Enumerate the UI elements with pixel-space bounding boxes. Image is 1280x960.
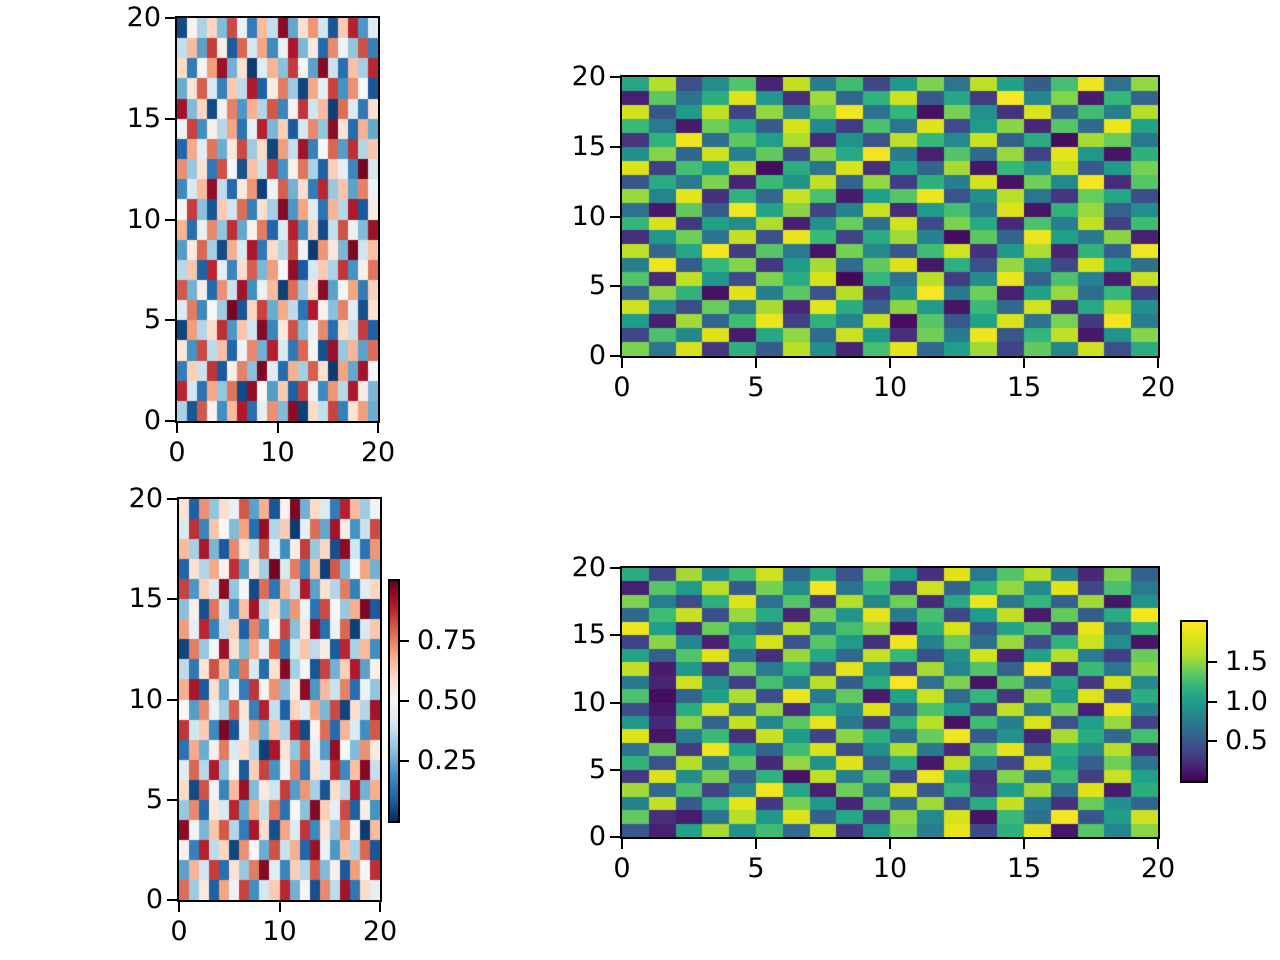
colorbar-gradient-bottom-right — [1182, 622, 1206, 781]
x-tick-mark — [276, 423, 279, 433]
x-tick-mark — [278, 902, 281, 912]
colorbar-tick-label: 1.0 — [1225, 685, 1268, 717]
colorbar-tick-mark — [400, 760, 409, 762]
y-tick-label: 5 — [588, 270, 606, 302]
colorbar-tick-mark — [400, 640, 409, 642]
y-tick-mark — [167, 598, 177, 601]
y-tick-label: 15 — [126, 102, 161, 134]
colorbar-bottom-left: 0.25 0.50 0.75 — [388, 579, 477, 823]
axes-top-left-heatmap: 0 10 20 0 5 10 15 20 — [127, 2, 396, 468]
y-tick-mark — [165, 218, 175, 221]
x-tick-label: 15 — [1006, 372, 1042, 403]
y-tick-mark — [610, 701, 620, 704]
x-tick-mark — [1157, 839, 1159, 849]
heatmap-top-right — [622, 77, 1158, 356]
y-tick-label: 10 — [126, 203, 161, 235]
x-tick-label: 5 — [747, 372, 765, 403]
x-tick-label: 10 — [260, 437, 295, 468]
colorbar-tick-label: 0.25 — [417, 745, 478, 776]
x-tick-mark — [889, 839, 891, 849]
x-tick-mark — [621, 358, 623, 368]
y-tick-label: 15 — [128, 583, 163, 615]
y-tick-label: 20 — [571, 61, 606, 92]
y-tick-mark — [165, 117, 175, 120]
y-tick-label: 0 — [145, 884, 163, 915]
y-tick-mark — [610, 145, 620, 148]
colorbar-tick-mark — [1208, 700, 1217, 703]
y-tick-label: 10 — [128, 683, 163, 715]
x-tick-label: 0 — [170, 916, 188, 947]
colorbar-gradient-bottom-left — [390, 581, 398, 821]
y-tick-mark — [610, 768, 620, 771]
y-tick-label: 20 — [571, 552, 606, 583]
x-tick-label: 20 — [360, 437, 396, 468]
x-tick-label: 20 — [362, 916, 398, 947]
y-tick-label: 5 — [143, 304, 161, 336]
y-tick-mark — [610, 836, 620, 838]
x-tick-mark — [377, 423, 379, 433]
x-tick-mark — [178, 902, 180, 912]
x-tick-label: 0 — [168, 437, 186, 468]
y-tick-mark — [167, 798, 177, 801]
y-tick-mark — [610, 567, 620, 569]
y-tick-label: 0 — [588, 340, 606, 371]
axes-bottom-right-heatmap: 0 5 10 15 20 0 5 10 15 20 — [572, 552, 1176, 884]
y-tick-mark — [610, 355, 620, 357]
x-tick-label: 10 — [262, 916, 297, 947]
x-tick-mark — [379, 902, 381, 912]
x-tick-label: 15 — [1006, 853, 1042, 884]
colorbar-tick-label: 0.50 — [417, 685, 478, 716]
x-tick-mark — [755, 358, 757, 368]
y-tick-mark — [167, 498, 177, 500]
x-tick-label: 20 — [1140, 853, 1176, 884]
heatmap-top-left — [177, 18, 378, 421]
x-tick-mark — [1023, 358, 1025, 368]
y-tick-label: 0 — [143, 405, 161, 436]
x-tick-mark — [621, 839, 623, 849]
y-tick-label: 0 — [588, 821, 606, 852]
y-tick-mark — [610, 215, 620, 218]
x-tick-label: 0 — [613, 853, 631, 884]
y-tick-label: 15 — [571, 130, 606, 162]
y-tick-label: 5 — [588, 753, 606, 785]
x-tick-mark — [889, 358, 891, 368]
y-tick-label: 5 — [145, 783, 163, 815]
colorbar-tick-mark — [1208, 740, 1217, 743]
colorbar-tick-label: 0.5 — [1225, 725, 1268, 757]
y-tick-mark — [610, 634, 620, 637]
y-tick-label: 20 — [128, 483, 163, 514]
axes-top-right-heatmap: 0 5 10 15 20 0 5 10 15 20 — [572, 61, 1176, 403]
y-tick-mark — [165, 319, 175, 322]
colorbar-tick-mark — [400, 700, 409, 702]
x-tick-label: 0 — [613, 372, 631, 403]
y-tick-label: 20 — [126, 2, 161, 33]
y-tick-mark — [167, 899, 177, 901]
y-tick-label: 10 — [571, 686, 606, 718]
y-tick-label: 15 — [571, 619, 606, 651]
x-tick-mark — [1157, 358, 1159, 368]
colorbar-bottom-right: 0.5 1.0 1.5 — [1180, 620, 1268, 783]
x-tick-label: 5 — [747, 853, 765, 884]
y-tick-mark — [165, 420, 175, 422]
heatmap-bottom-left — [179, 499, 380, 900]
colorbar-tick-label: 1.5 — [1225, 645, 1268, 677]
x-tick-mark — [1023, 839, 1025, 849]
x-tick-label: 10 — [872, 853, 908, 884]
y-tick-mark — [167, 698, 177, 701]
axes-bottom-left-heatmap: 0 10 20 0 5 10 15 20 — [129, 483, 398, 947]
y-tick-mark — [165, 17, 175, 19]
colorbar-tick-label: 0.75 — [417, 625, 478, 656]
x-tick-label: 10 — [872, 372, 908, 403]
x-tick-label: 20 — [1140, 372, 1176, 403]
colorbar-tick-mark — [1208, 660, 1217, 663]
y-tick-mark — [610, 285, 620, 288]
y-tick-mark — [610, 76, 620, 78]
heatmap-bottom-right — [622, 568, 1158, 837]
y-tick-label: 10 — [571, 200, 606, 232]
x-tick-mark — [755, 839, 757, 849]
x-tick-mark — [176, 423, 178, 433]
